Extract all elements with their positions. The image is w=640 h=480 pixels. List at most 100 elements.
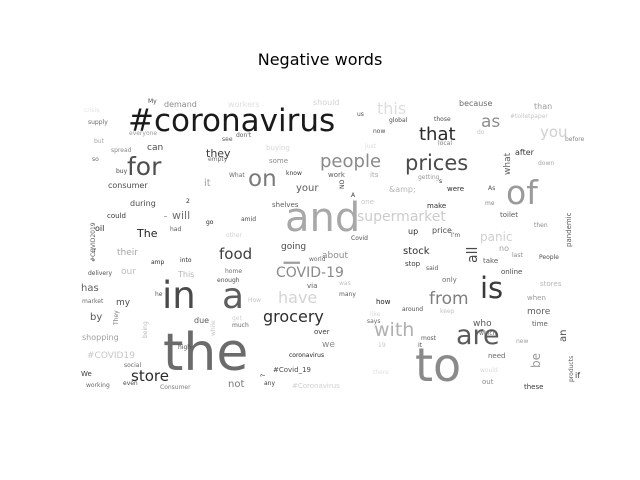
word-coronavirus: #Coronavirus [292,382,340,390]
word-make: make [427,202,446,210]
word-one: one [361,198,374,206]
word-a: A [351,192,356,199]
word-should: should [313,98,340,107]
word-these: these [524,383,543,391]
word-online: online [501,268,522,276]
word-shopping: shopping [82,333,119,342]
word-how: How [248,297,261,304]
word-don-t: don't [236,132,252,139]
word-my: My [148,98,157,105]
word-just: just [364,143,377,150]
word-in: in [162,274,196,317]
word-coronavirus: #coronavirus [128,103,335,139]
word-he: he [155,291,163,298]
word-down: down [538,160,554,167]
word-high: high [178,344,191,351]
word-market: market [82,298,104,305]
word-while: while [210,320,217,336]
word-grocery: grocery [263,307,324,326]
word-out: out [482,378,494,386]
word-when: when [527,294,546,302]
word-can: can [147,143,163,153]
word-as: as [481,112,500,132]
word-stores: stores [540,280,562,288]
word-do: do [477,129,485,136]
word-then: then [534,222,548,229]
word-which: which [479,330,497,337]
word-from: from [429,289,469,309]
word-has: has [81,283,99,294]
word-have: have [278,288,317,307]
word-go: go [206,219,214,226]
word-i-m: I'm [451,232,460,239]
word-but: but [94,138,105,145]
word-being: being [142,321,149,338]
word-had: had [170,226,181,233]
word-symbol: _ [163,210,168,217]
word-demand: demand [164,100,197,109]
word-see: see [222,136,233,143]
word-going: going [281,242,306,252]
word-delivery: delivery [88,270,113,277]
word-other: other [226,232,243,239]
word-a: a [222,276,244,317]
word-if: if [575,371,580,380]
word-no: NO [339,180,346,189]
word-to: to [415,338,461,392]
word-says: says [367,318,380,325]
word-last: last [512,252,523,259]
chart-title: Negative words [257,50,383,69]
word-up: up [408,227,418,236]
word-it: it [204,178,211,189]
word-their: their [117,248,138,258]
word-what: What [229,172,245,179]
word-as: As [488,185,495,192]
word-than: than [534,102,552,111]
word-no: no [499,244,509,253]
word-people: People [539,254,559,261]
word-covid-19: COVID-19 [276,265,344,281]
word-stop: stop [405,260,421,268]
word-i: I [281,260,306,267]
word-get: get [232,315,243,322]
word-symbol: ? [260,374,267,377]
word-stock: stock [403,246,430,257]
word-who: who [473,319,492,329]
word-our: our [121,267,136,277]
word-could: could [107,212,126,220]
word-empty: empty [208,156,228,163]
word-know: know [286,170,302,177]
word-much: much [232,322,249,329]
word-global: global [389,117,408,124]
word-on: on [248,166,277,192]
word-so: so [92,156,99,163]
word-any: any [264,380,275,387]
word-local: local [438,140,452,147]
word-food: food [219,245,252,263]
word-now: now [373,128,385,135]
word-an: an [558,330,569,342]
word-covid19: #COVID19 [87,351,135,361]
word-there: there [373,369,389,376]
word-shelves: shelves [272,201,299,209]
word-not: not [228,379,244,390]
word-if: If [92,248,97,255]
word-its: its [370,171,379,179]
word-working: working [86,382,110,389]
word-products: products [568,356,575,382]
word-s: s [439,178,442,185]
word-pandemic: pandemic [565,212,573,247]
word-getting: getting [418,174,440,181]
word-me: me [485,200,495,207]
word-and: and [285,195,360,241]
word-all: all [465,247,481,263]
word-via: via [307,282,317,290]
word-spread: spread [111,147,132,154]
word-coronavirus: coronavirus [289,352,324,359]
word-panic: panic [480,230,513,244]
word-you: you [540,123,568,141]
word-crisis: crisis [84,107,99,114]
word-how: how [376,298,391,306]
word-enough: enough [217,277,240,284]
